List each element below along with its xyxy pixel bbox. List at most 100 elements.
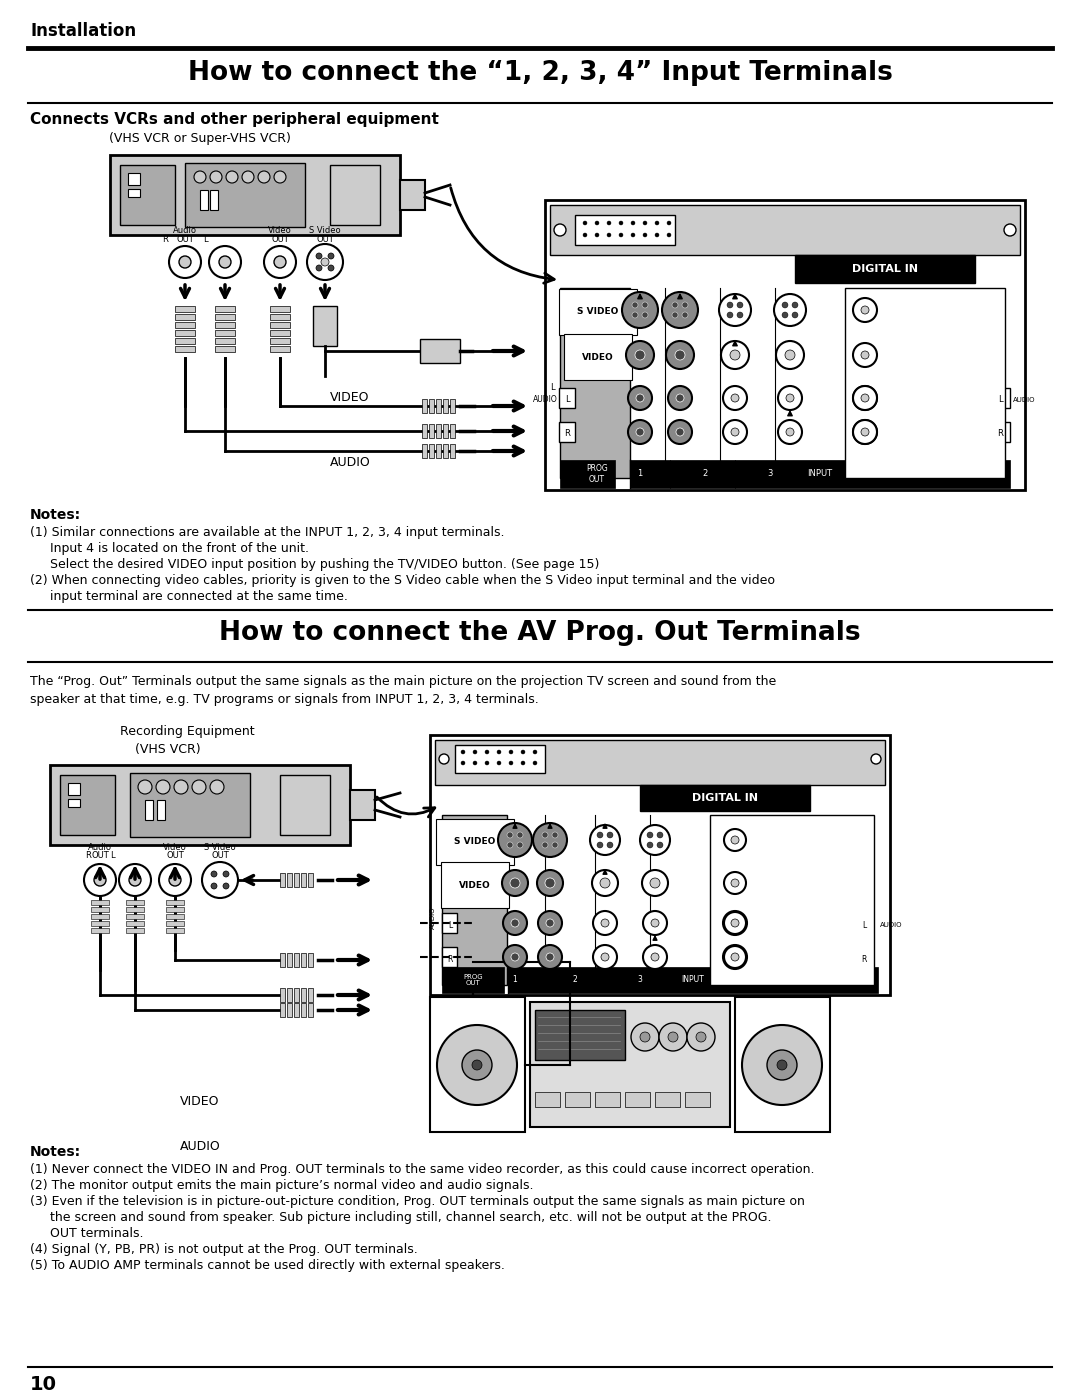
Bar [294,988,299,1002]
Bar [126,928,144,933]
Bar [313,306,337,346]
Circle shape [274,256,286,268]
Text: OUT: OUT [211,851,229,861]
Circle shape [640,1032,650,1042]
Circle shape [534,823,567,856]
Text: (2) When connecting video cables, priority is given to the S Video cable when th: (2) When connecting video cables, priori… [30,574,775,587]
Circle shape [316,253,322,258]
Circle shape [676,427,684,436]
Bar [710,814,874,985]
Text: OUT terminals.: OUT terminals. [30,1227,144,1241]
Bar [166,921,184,926]
Bar [430,735,890,995]
Text: L: L [998,395,1002,405]
Circle shape [785,351,795,360]
Circle shape [542,842,548,848]
Circle shape [642,870,669,895]
Circle shape [672,302,678,307]
Text: (4) Signal (Y, PB, PR) is not output at the Prog. OUT terminals.: (4) Signal (Y, PB, PR) is not output at … [30,1243,418,1256]
Circle shape [724,946,746,968]
Circle shape [138,780,152,793]
Circle shape [593,911,617,935]
Circle shape [861,394,869,402]
Bar [145,800,153,820]
Bar [175,338,195,344]
Circle shape [534,750,537,754]
Circle shape [129,875,141,886]
Bar [530,1002,730,1127]
Bar [443,400,448,414]
Text: R: R [564,429,570,439]
Bar [60,775,114,835]
Bar [129,189,140,197]
Circle shape [669,420,692,444]
Text: Notes:: Notes: [30,509,81,522]
Bar [545,200,1025,490]
Bar [215,321,235,328]
Circle shape [222,870,229,877]
Bar [559,388,575,408]
Bar [175,330,195,337]
Bar [175,346,195,352]
Circle shape [1004,224,1016,236]
Circle shape [600,919,609,928]
Text: Video: Video [268,226,292,235]
Circle shape [659,1023,687,1051]
Bar [550,205,1020,256]
Bar [50,766,350,845]
Circle shape [511,919,519,928]
Bar [287,1003,292,1017]
Text: AUDIO: AUDIO [1013,397,1036,402]
Circle shape [861,427,869,436]
Bar [436,444,441,458]
Bar [215,306,235,312]
Circle shape [654,233,659,237]
Text: 1: 1 [637,469,643,479]
Circle shape [723,944,747,970]
Circle shape [622,292,658,328]
Text: 3: 3 [637,975,643,985]
Text: AUDIO: AUDIO [532,395,557,404]
Text: VIDEO: VIDEO [330,391,369,404]
Circle shape [546,919,554,928]
Circle shape [687,1023,715,1051]
Bar [210,190,218,210]
Bar [280,953,285,967]
Text: 1: 1 [513,975,517,985]
Text: VIDEO: VIDEO [180,1095,219,1108]
Circle shape [595,233,599,237]
Circle shape [168,246,201,278]
Circle shape [723,420,747,444]
Bar [301,988,306,1002]
Circle shape [84,863,116,895]
Circle shape [461,761,465,766]
Bar [630,460,1010,488]
Circle shape [737,312,743,319]
Circle shape [675,351,685,360]
Circle shape [321,258,329,265]
Circle shape [861,427,869,436]
Bar [422,444,427,458]
Bar [640,785,810,812]
Circle shape [640,826,670,855]
Circle shape [583,221,588,225]
Circle shape [590,826,620,855]
Text: Video: Video [163,842,187,852]
Bar [120,165,175,225]
Bar [442,814,507,985]
Circle shape [667,221,671,225]
Bar [280,988,285,1002]
Circle shape [654,221,659,225]
Text: speaker at that time, e.g. TV programs or signals from INPUT 1, 2, 3, 4 terminal: speaker at that time, e.g. TV programs o… [30,693,539,705]
Circle shape [631,221,635,225]
Bar [280,873,285,887]
Circle shape [742,1025,822,1105]
Circle shape [792,302,798,307]
Text: OUT: OUT [176,235,194,244]
Bar [308,988,313,1002]
Circle shape [461,750,465,754]
Bar [450,425,455,439]
Text: Input 4 is located on the front of the unit.: Input 4 is located on the front of the u… [30,542,309,555]
Text: AUDIO: AUDIO [430,907,436,929]
Circle shape [724,912,746,935]
